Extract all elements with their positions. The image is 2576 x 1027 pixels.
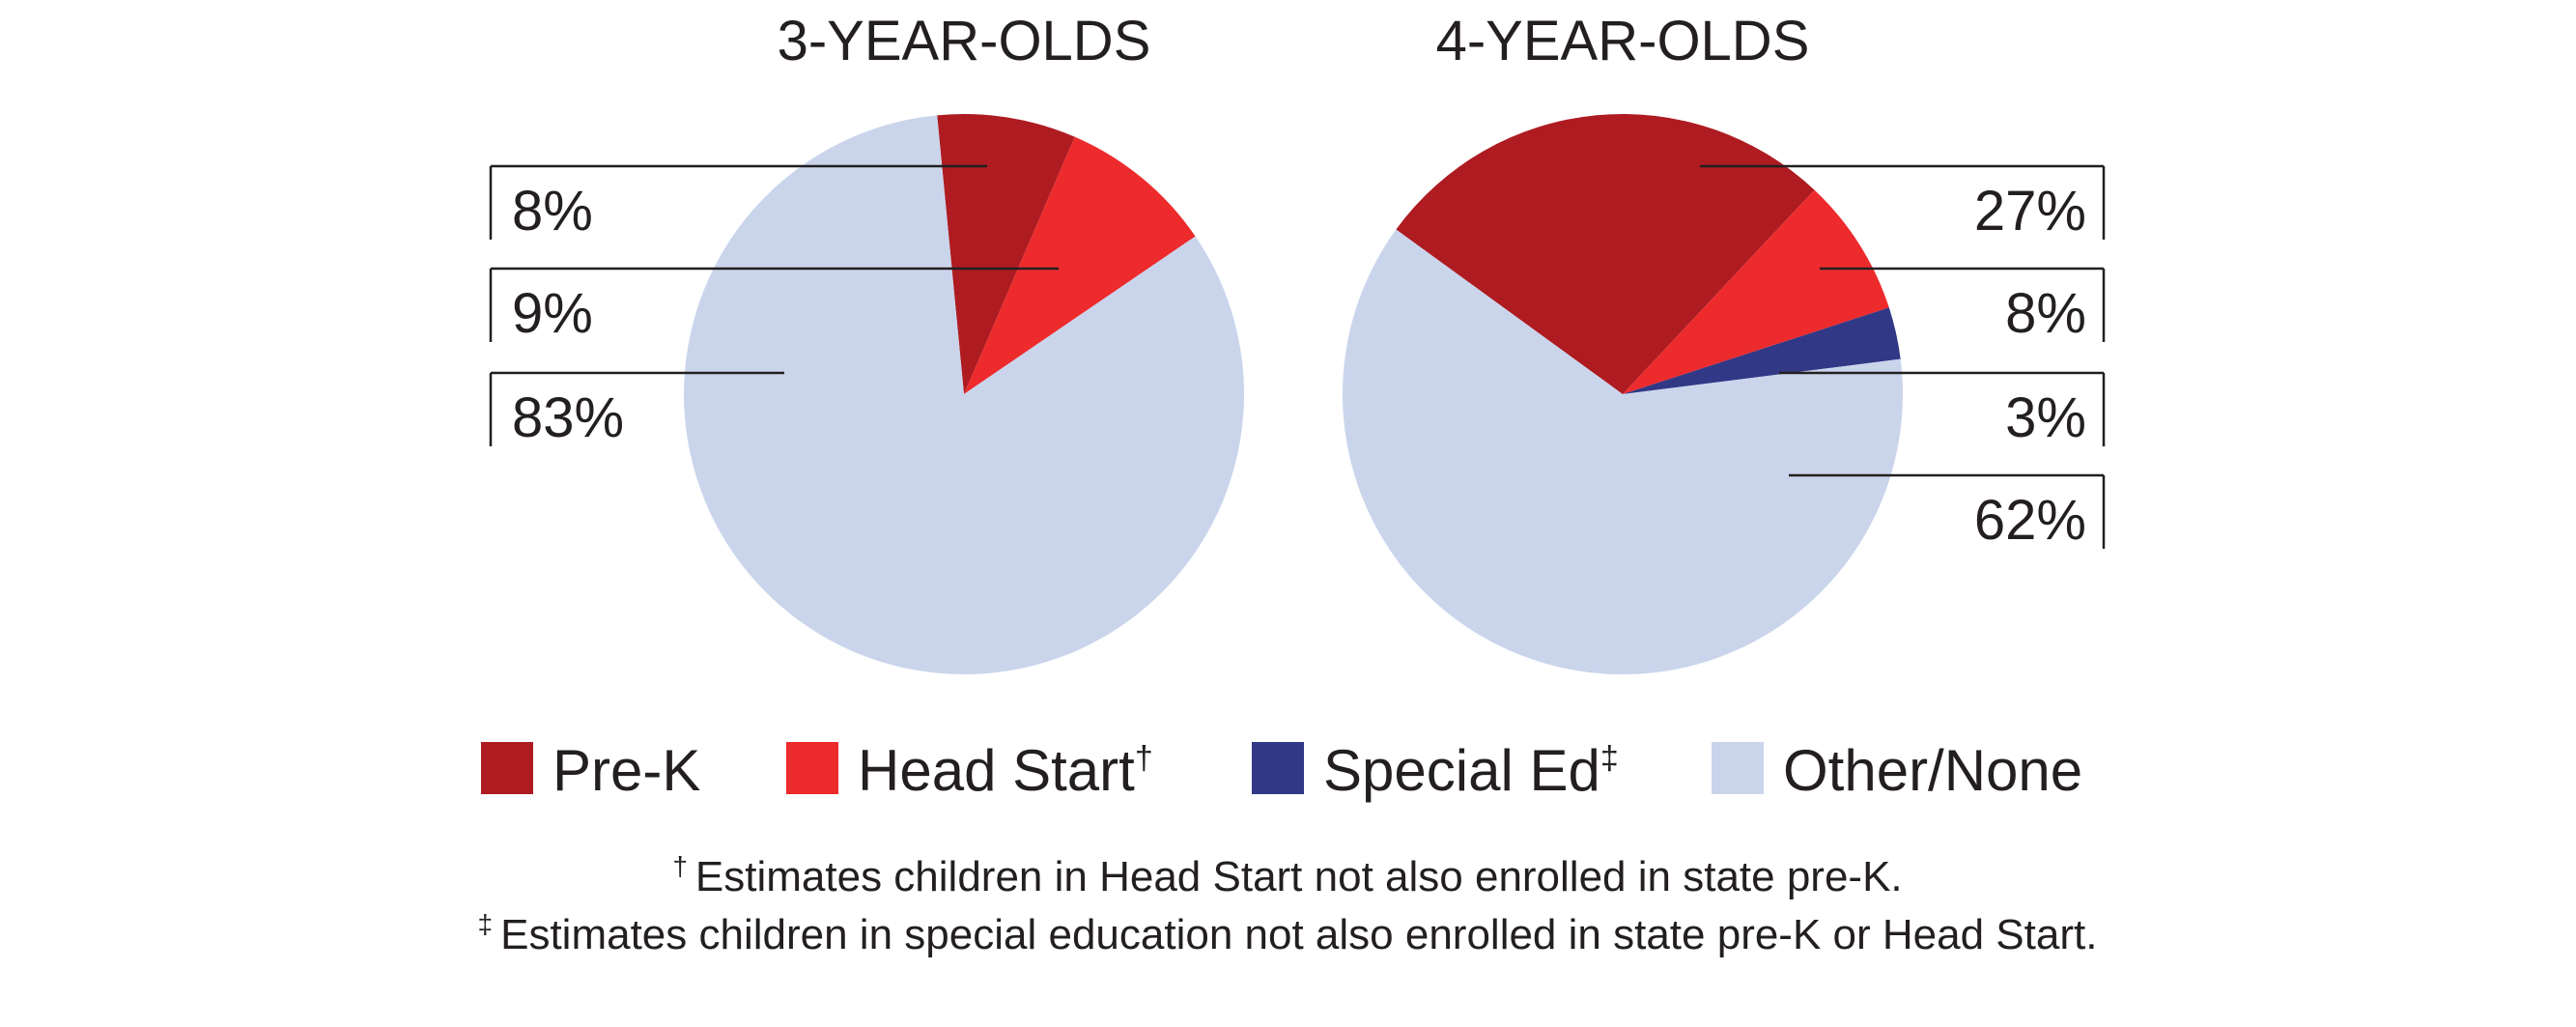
legend: Pre-K Head Start† Special Ed‡ Other/None: [481, 738, 2082, 803]
pie-4yo: [1342, 114, 1903, 675]
legend-swatch-other: [1712, 742, 1764, 794]
label-3yo-other: 83%: [512, 386, 624, 449]
legend-label-other: Other/None: [1783, 738, 2082, 803]
pie-slice-4yo-other-none: [1342, 229, 1903, 675]
footnote-dagger-symbol: †: [672, 851, 688, 881]
legend-item-other: Other/None: [1712, 738, 2082, 803]
footnotes: † Estimates children in Head Start not al…: [478, 851, 2098, 958]
label-3yo-headstart: 9%: [512, 282, 593, 345]
legend-item-headstart: Head Start†: [786, 738, 1153, 803]
pie-3yo: [684, 114, 1245, 675]
legend-label-prek: Pre-K: [552, 738, 700, 803]
label-4yo-prek: 27%: [1974, 180, 2086, 242]
pie-title-4yo: 4-YEAR-OLDS: [1436, 10, 1810, 72]
pie-slice-4yo-head-start: [1623, 189, 1889, 394]
legend-mark-ddagger: ‡: [1600, 740, 1619, 777]
legend-label-headstart: Head Start†: [858, 738, 1153, 803]
legend-label-speced-text: Special Ed: [1323, 738, 1600, 803]
footnote-dagger-text: Estimates children in Head Start not als…: [695, 853, 1903, 900]
pie-slice-3yo-pre-k: [937, 114, 1075, 394]
footnote-ddagger-text: Estimates children in special education …: [500, 911, 2097, 958]
label-4yo-headstart: 8%: [2005, 282, 2086, 345]
label-3yo-prek: 8%: [512, 180, 593, 242]
legend-swatch-prek: [481, 742, 533, 794]
labels-3yo: 8% 9% 83%: [489, 164, 1059, 449]
pie-slice-3yo-head-start: [964, 136, 1196, 394]
legend-item-speced: Special Ed‡: [1252, 738, 1619, 803]
footnote-dagger: † Estimates children in Head Start not al…: [672, 851, 1902, 900]
footnote-ddagger-symbol: ‡: [478, 909, 494, 939]
pie-slice-4yo-special-ed: [1623, 307, 1901, 394]
labels-4yo: 27% 8% 3% 62%: [1700, 164, 2106, 552]
legend-item-prek: Pre-K: [481, 738, 700, 803]
legend-swatch-headstart: [786, 742, 838, 794]
legend-label-headstart-text: Head Start: [858, 738, 1135, 803]
legend-label-speced: Special Ed‡: [1323, 738, 1619, 803]
pie-title-3yo: 3-YEAR-OLDS: [778, 10, 1151, 72]
footnote-ddagger: ‡ Estimates children in special education…: [478, 909, 2098, 958]
pie-slice-3yo-other-none: [684, 115, 1245, 675]
label-4yo-other: 62%: [1974, 489, 2086, 552]
pie-slice-4yo-pre-k: [1396, 114, 1815, 394]
label-4yo-speced: 3%: [2005, 386, 2086, 449]
legend-swatch-speced: [1252, 742, 1304, 794]
legend-mark-dagger: †: [1135, 740, 1153, 777]
